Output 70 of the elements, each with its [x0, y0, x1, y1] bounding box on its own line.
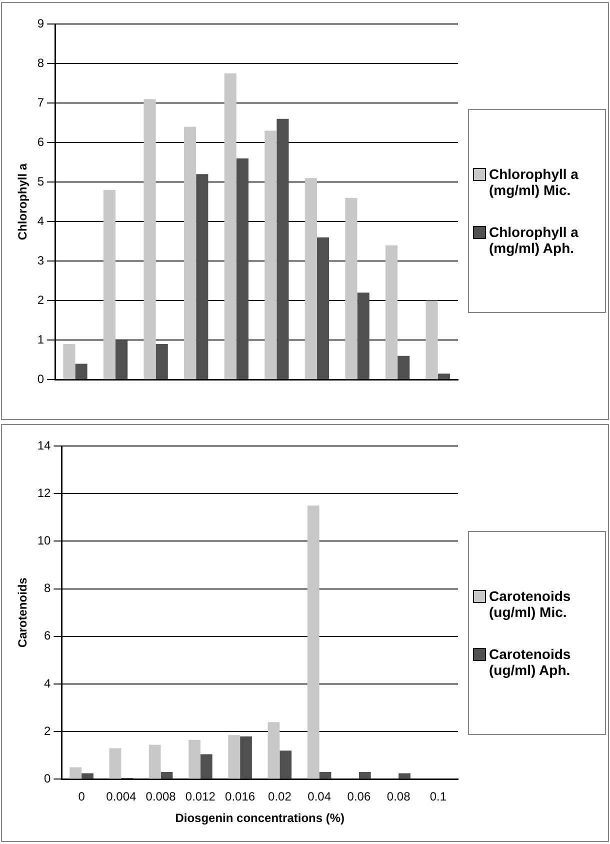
bar — [103, 190, 116, 380]
bar — [109, 748, 122, 779]
y-tick-label: 8 — [44, 581, 52, 596]
y-tick-label: 6 — [37, 134, 44, 149]
x-axis-title: Diosgenin concentrations (%) — [175, 811, 345, 826]
y-tick-label: 14 — [37, 438, 52, 452]
x-tick-label: 0.06 — [347, 790, 371, 804]
y-tick-label: 3 — [37, 253, 44, 268]
bar — [276, 118, 289, 380]
x-tick-label: 0.016 — [225, 790, 256, 804]
y-tick-label: 4 — [44, 676, 52, 690]
bar — [345, 198, 358, 380]
legend-label: Chlorophyll a (mg/ml) Aph. — [489, 224, 580, 256]
y-tick-label: 12 — [37, 486, 52, 500]
bar — [116, 340, 128, 380]
bar — [316, 237, 330, 380]
bar — [196, 174, 208, 380]
y-axis-title: Carotenoids — [16, 577, 30, 648]
y-tick-label: 1 — [37, 332, 44, 346]
legend-label: Carotenoids (ug/ml) Mic. — [489, 588, 572, 620]
y-axis-title: Chlorophyll a — [16, 163, 30, 240]
bar — [82, 773, 94, 779]
bar — [358, 772, 371, 779]
bar — [63, 344, 76, 380]
bar — [240, 736, 252, 779]
x-tick-label: 0.1 — [430, 790, 447, 804]
bar — [385, 245, 398, 380]
y-tick-label: 0 — [44, 772, 52, 786]
y-tick-label: 7 — [37, 95, 44, 110]
x-tick-label: 0.02 — [268, 790, 292, 804]
y-tick-label: 2 — [37, 292, 44, 307]
x-tick-label: 0.08 — [386, 790, 411, 804]
y-tick-label: 5 — [37, 174, 44, 188]
bar — [398, 356, 410, 380]
y-tick-label: 4 — [37, 214, 44, 228]
x-tick-label: 0.012 — [185, 790, 216, 804]
legend-label: Carotenoids (ug/ml) Aph. — [489, 646, 572, 678]
y-tick-label: 6 — [44, 628, 52, 643]
bar — [280, 750, 292, 779]
bar — [224, 73, 236, 380]
x-tick-label: 0.004 — [106, 790, 137, 804]
y-tick-label: 8 — [37, 56, 44, 70]
x-tick-label: 0.008 — [146, 790, 176, 804]
bar — [200, 754, 212, 779]
y-tick-label: 10 — [37, 534, 52, 548]
bar — [144, 99, 156, 380]
y-tick-label: 0 — [37, 372, 44, 386]
bar — [188, 740, 200, 779]
y-tick-label: 2 — [44, 724, 52, 738]
bar — [307, 506, 320, 779]
bar — [319, 772, 332, 779]
bar — [264, 130, 277, 380]
bar — [160, 772, 173, 779]
bar — [70, 767, 82, 779]
bar — [75, 364, 88, 380]
bar — [228, 735, 240, 779]
bar — [438, 374, 450, 380]
bar — [184, 126, 196, 380]
bar — [236, 158, 248, 380]
legend-label: Chlorophyll a (mg/ml) Mic. — [489, 166, 580, 198]
bar — [156, 344, 168, 380]
bar — [426, 300, 438, 380]
bar — [268, 722, 280, 779]
bar — [148, 744, 161, 779]
bar — [304, 178, 317, 380]
x-tick-label: 0 — [78, 790, 86, 804]
x-tick-label: 0.04 — [308, 790, 332, 804]
bar — [398, 773, 410, 779]
bar — [357, 292, 370, 380]
y-tick-label: 9 — [37, 16, 44, 30]
